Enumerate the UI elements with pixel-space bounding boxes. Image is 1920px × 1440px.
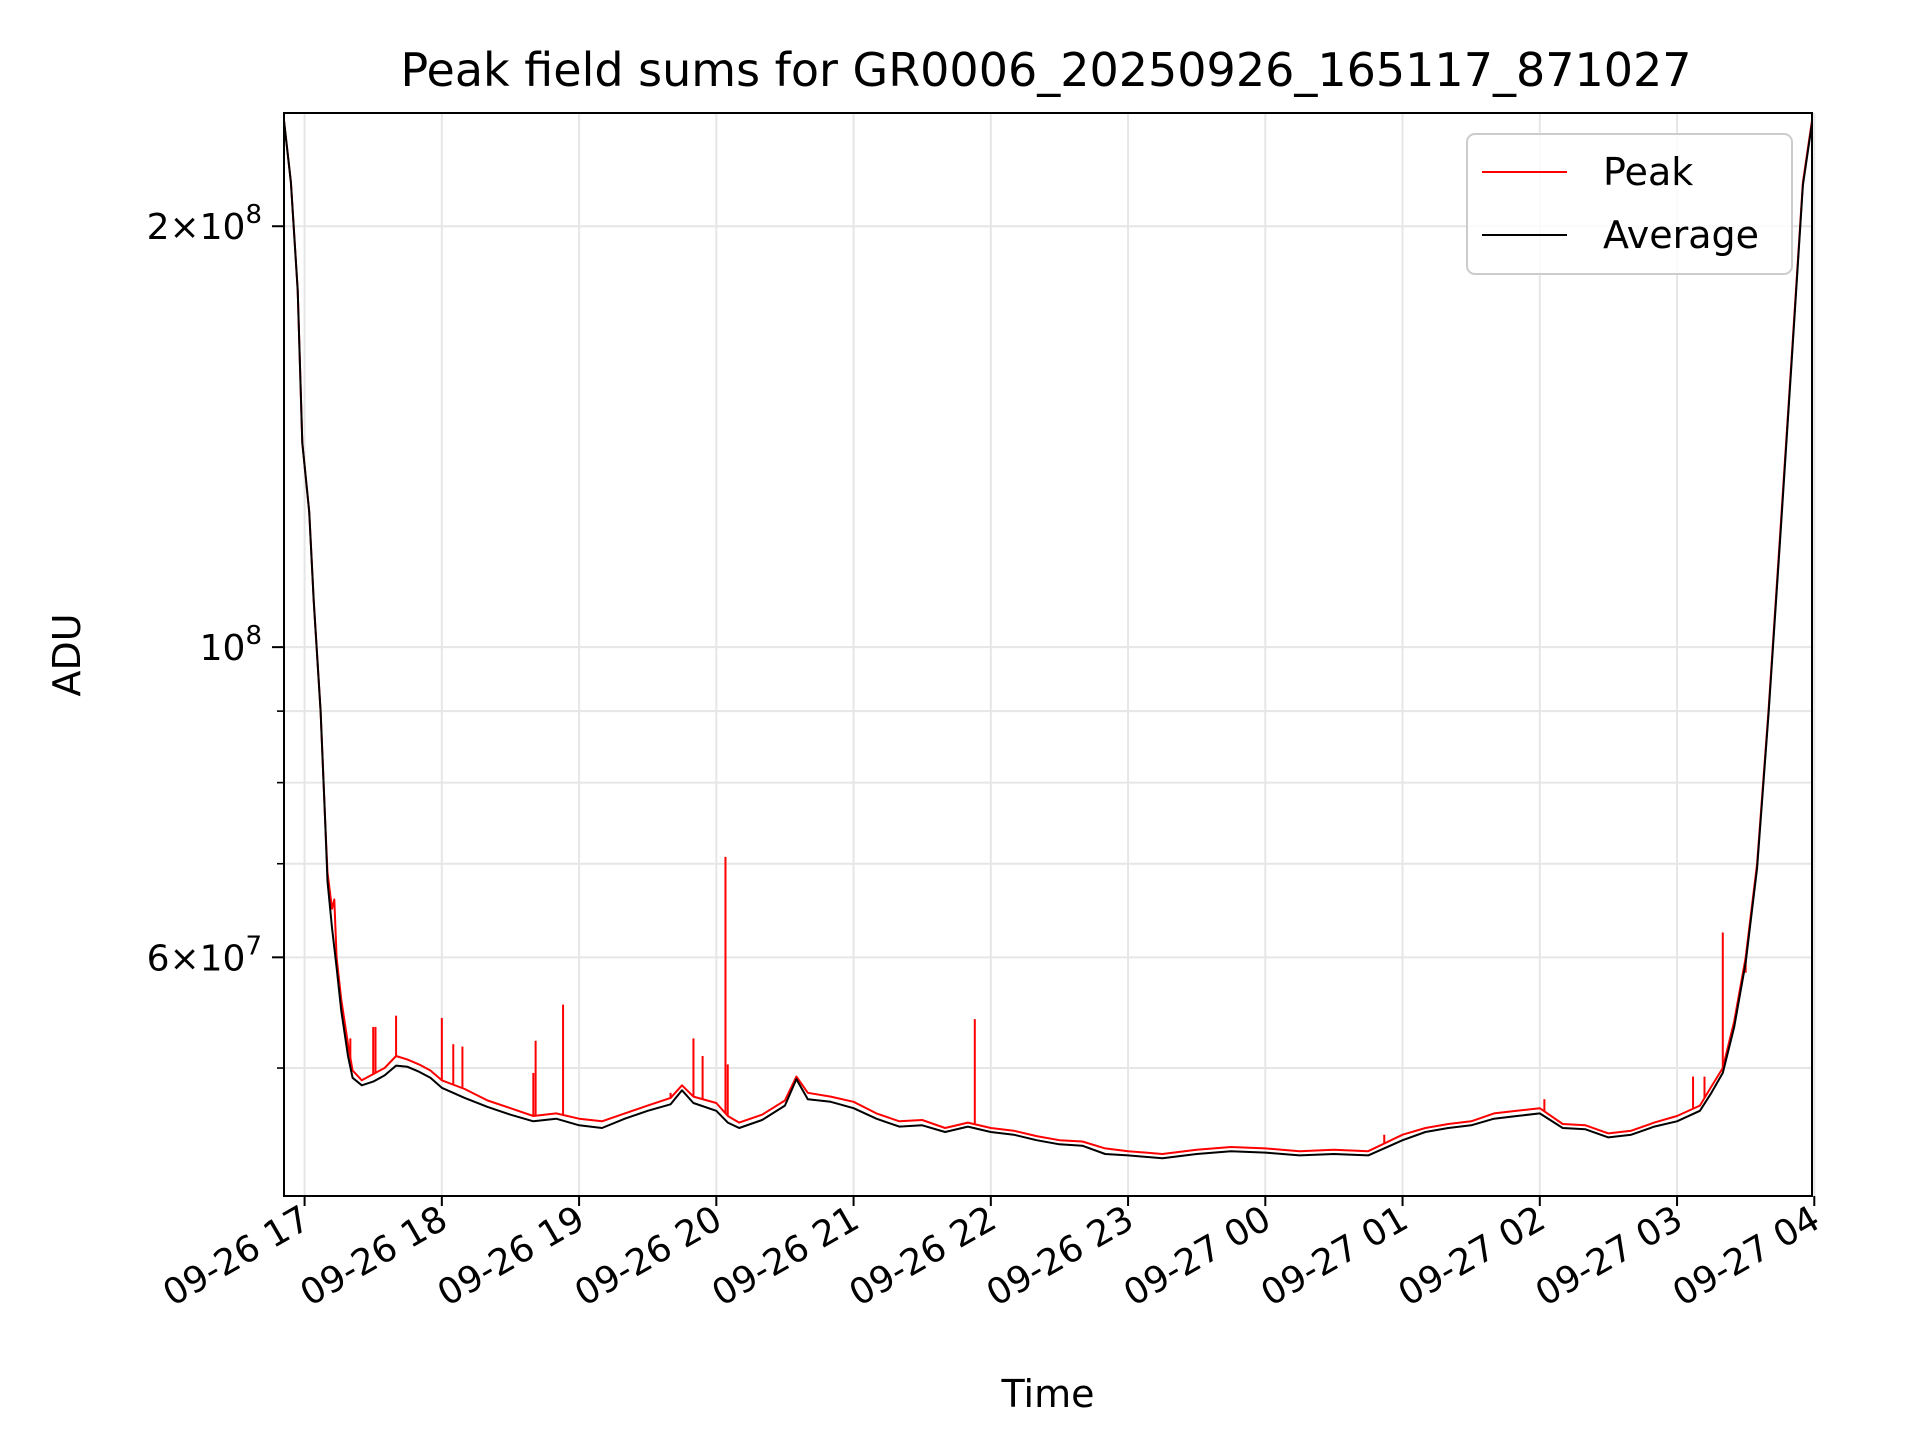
series-line-average: [284, 120, 1812, 1160]
series-peak: [284, 120, 1812, 1155]
plot-background: [284, 113, 1812, 1196]
x-tick-label: 09-26 17: [156, 1198, 317, 1314]
legend-label-peak: Peak: [1603, 150, 1693, 194]
legend: Peak Average: [1466, 133, 1793, 275]
y-tick-label: 6×107: [147, 931, 262, 979]
y-tick-label: 108: [200, 621, 262, 669]
x-axis-label: Time: [1001, 1372, 1095, 1416]
x-tick-label: 09-27 02: [1392, 1198, 1553, 1314]
x-tick-label: 09-27 03: [1529, 1198, 1690, 1314]
x-tick-label: 09-27 00: [1117, 1198, 1278, 1314]
x-tick-label: 09-26 20: [568, 1198, 729, 1314]
y-tick-label: 2×108: [147, 200, 262, 248]
chart-title: Peak field sums for GR0006_20250926_1651…: [400, 43, 1691, 97]
series-average: [284, 120, 1812, 1160]
plot-frame: [283, 112, 1813, 1197]
x-tick-label: 09-26 18: [294, 1198, 455, 1314]
series-group: [284, 120, 1812, 1160]
x-tick-label: 09-27 04: [1666, 1198, 1827, 1314]
legend-box: [1466, 133, 1793, 275]
y-axis-label: ADU: [45, 613, 89, 696]
x-tick-label: 09-26 21: [705, 1198, 866, 1314]
series-line-peak: [284, 120, 1812, 1155]
x-tick-label: 09-26 23: [980, 1198, 1141, 1314]
x-tick-label: 09-27 01: [1254, 1198, 1415, 1314]
legend-label-average: Average: [1603, 213, 1759, 257]
x-tick-label: 09-26 22: [843, 1198, 1004, 1314]
x-tick-label: 09-26 19: [431, 1198, 592, 1314]
